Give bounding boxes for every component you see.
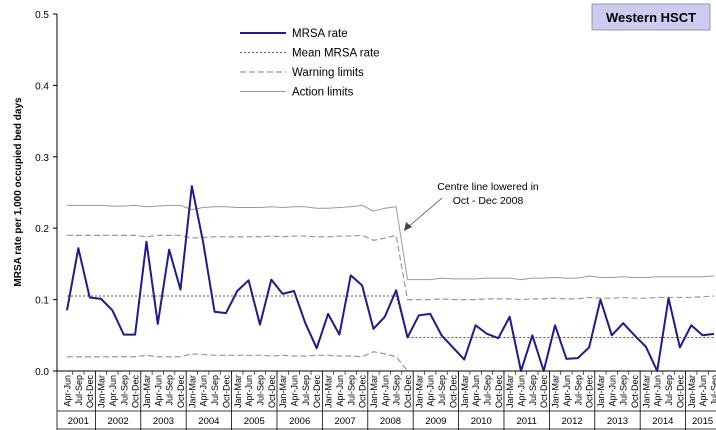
x-group-label: 2014 (652, 416, 673, 427)
x-tick-label: Jul-Sep (74, 375, 84, 406)
x-group-label: 2001 (68, 416, 89, 427)
x-tick-label: Jul-Sep (346, 375, 356, 406)
legend-label: Warning limits (292, 67, 364, 79)
y-tick-label: 0.5 (35, 10, 49, 21)
x-tick-label: Oct-Dec (630, 375, 640, 409)
x-tick-label: Jul-Sep (482, 375, 492, 406)
title-box (591, 3, 711, 31)
legend-label: Action limits (292, 87, 354, 99)
legend-label: Mean MRSA rate (292, 48, 380, 60)
x-tick-label: Jan-Mar (324, 375, 334, 408)
x-tick-label: Oct-Dec (176, 375, 186, 409)
x-tick-label: Apr-Jun (335, 375, 345, 407)
y-tick-label: 0.2 (35, 224, 49, 235)
annotation: Oct - Dec 2008 (453, 195, 524, 207)
series-line (66, 185, 715, 372)
x-tick-label: Apr-Jun (108, 375, 118, 407)
x-tick-label: Jan-Mar (97, 375, 107, 408)
x-tick-label: Apr-Jun (517, 375, 527, 407)
x-group-label: 2004 (198, 416, 219, 427)
x-tick-label: Jul-Sep (664, 375, 674, 406)
x-tick-label: Jul-Sep (392, 375, 402, 406)
x-tick-label: Oct-Dec (494, 375, 504, 409)
x-tick-label: Oct-Dec (85, 375, 95, 409)
y-tick-label: 0.0 (35, 367, 49, 378)
x-tick-label: Jan-Mar (278, 375, 288, 408)
x-tick-label: Apr-Jun (153, 375, 163, 407)
x-tick-label: Jan-Mar (551, 375, 561, 408)
x-tick-label: Jan-Mar (414, 375, 424, 408)
x-tick-label: Apr-Jun (653, 375, 663, 407)
y-tick-label: 0.3 (35, 153, 49, 164)
x-tick-label: Jul-Sep (709, 375, 716, 406)
x-group-label: 2009 (425, 416, 446, 427)
x-tick-label: Jan-Mar (641, 375, 651, 408)
x-tick-label: Oct-Dec (358, 375, 368, 409)
annotation-arrowhead (404, 222, 412, 231)
chart-title: Western HSCT (606, 10, 696, 25)
x-tick-label: Jul-Sep (437, 375, 447, 406)
x-tick-label: Apr-Jun (63, 375, 73, 407)
x-tick-label: Oct-Dec (267, 375, 277, 409)
y-tick-label: 0.1 (35, 296, 49, 307)
x-tick-label: Jul-Sep (619, 375, 629, 406)
x-tick-label: Oct-Dec (403, 375, 413, 409)
x-tick-label: Oct-Dec (675, 375, 685, 409)
x-group-label: 2012 (562, 416, 583, 427)
x-tick-label: Apr-Jun (698, 375, 708, 407)
x-tick-label: Apr-Jun (244, 375, 254, 407)
annotation: Centre line lowered in (437, 181, 539, 193)
x-group-label: 2008 (380, 416, 401, 427)
x-tick-label: Jan-Mar (460, 375, 470, 408)
x-tick-label: Jan-Mar (369, 375, 379, 408)
x-group-label: 2010 (471, 416, 492, 427)
x-tick-label: Jul-Sep (528, 375, 538, 406)
x-tick-label: Apr-Jun (426, 375, 436, 407)
x-group-label: 2005 (244, 416, 265, 427)
x-tick-label: Jan-Mar (596, 375, 606, 408)
x-tick-label: Apr-Jun (199, 375, 209, 407)
x-tick-label: Jul-Sep (301, 375, 311, 406)
x-tick-label: Jan-Mar (687, 375, 697, 408)
annotation-arrow (406, 197, 443, 229)
x-group-label: 2003 (153, 416, 174, 427)
x-tick-label: Jul-Sep (210, 375, 220, 406)
legend-label: MRSA rate (292, 28, 348, 40)
x-tick-label: Oct-Dec (131, 375, 141, 409)
x-tick-label: Oct-Dec (221, 375, 231, 409)
x-tick-label: Jul-Sep (165, 375, 175, 406)
y-tick-label: 0.4 (35, 81, 49, 92)
x-group-label: 2006 (289, 416, 310, 427)
x-tick-label: Jul-Sep (119, 375, 129, 406)
x-tick-label: Apr-Jun (380, 375, 390, 407)
x-tick-label: Oct-Dec (585, 375, 595, 409)
x-tick-label: Apr-Jun (607, 375, 617, 407)
x-tick-label: Apr-Jun (471, 375, 481, 407)
x-tick-label: Oct-Dec (312, 375, 322, 409)
series-line (67, 351, 408, 372)
x-tick-label: Jan-Mar (142, 375, 152, 408)
x-tick-label: Jul-Sep (573, 375, 583, 406)
x-tick-label: Oct-Dec (448, 375, 458, 409)
x-tick-label: Jan-Mar (505, 375, 515, 408)
x-tick-label: Jul-Sep (255, 375, 265, 406)
x-tick-label: Apr-Jun (290, 375, 300, 407)
x-tick-label: Apr-Jun (562, 375, 572, 407)
series-line (67, 204, 714, 281)
x-tick-label: Jan-Mar (187, 375, 197, 408)
y-axis-label: MRSA rate per 1,000 occupied bed days (13, 97, 24, 287)
x-group-label: 2011 (516, 416, 536, 427)
x-tick-label: Oct-Dec (539, 375, 549, 409)
x-tick-label: Jan-Mar (233, 375, 243, 408)
series-line (67, 234, 714, 301)
x-group-label: 2015 (692, 416, 713, 427)
x-group-label: 2013 (607, 416, 628, 427)
x-group-label: 2002 (108, 416, 129, 427)
x-group-label: 2007 (335, 416, 356, 427)
